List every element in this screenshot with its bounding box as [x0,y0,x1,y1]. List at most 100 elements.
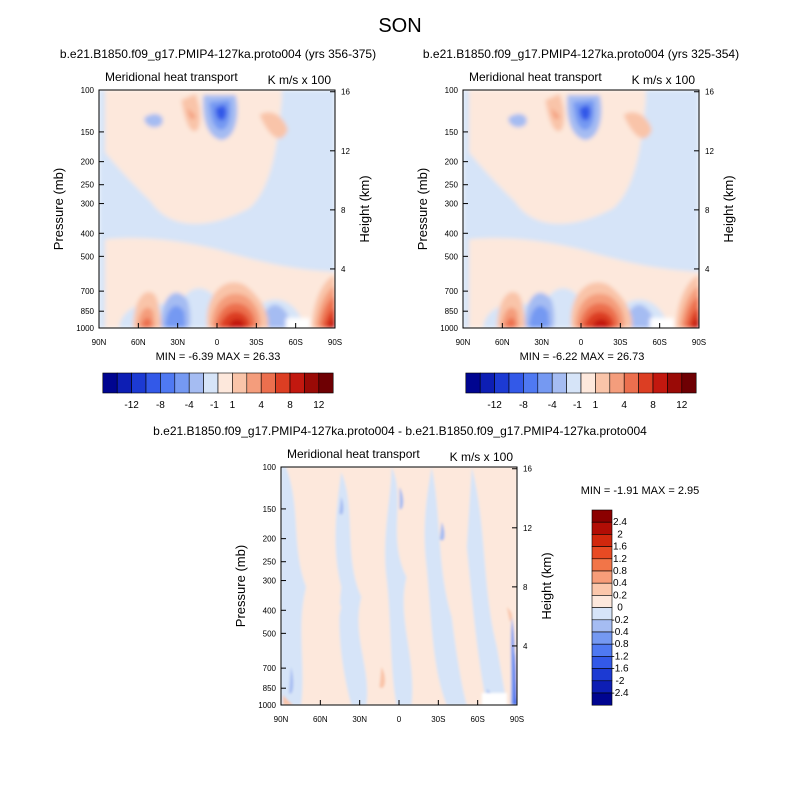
colorbar-swatch [203,372,219,394]
lat-tick-label: 30N [170,338,185,347]
colorbar-swatch [217,372,233,394]
colorbar-swatch [652,372,668,394]
panel-title: b.e21.B1850.f09_g17.PMIP4-127ka.proto004… [153,424,647,438]
colorbar-swatch [591,607,613,621]
colorbar-label: -1.2 [611,651,629,662]
y-axis-title-right: Height (km) [539,552,554,619]
lat-tick-label: 90N [92,338,107,347]
pressure-tick-label: 500 [445,252,459,261]
contour-field [463,90,699,328]
pressure-tick-label: 100 [263,463,277,472]
colorbar-swatch [623,372,639,394]
colorbar-swatch [609,372,625,394]
colorbar-label: -8 [519,400,528,411]
colorbar: -12 -8 -4 -1 1 4 8 12 [102,372,334,411]
colorbar-swatch [289,372,305,394]
colorbar-label: -0.8 [611,639,629,650]
colorbar-label: 8 [287,400,293,411]
colorbar-swatch [551,372,567,394]
lat-tick-label: 90S [510,715,524,724]
colorbar-swatch [145,372,161,394]
colorbar-swatch [465,372,481,394]
height-tick-label: 12 [523,524,532,533]
pressure-tick-label: 1000 [258,701,276,710]
panel-3: b.e21.B1850.f09_g17.PMIP4-127ka.proto004… [153,424,699,724]
colorbar-swatch [591,631,613,645]
contour-field [281,467,517,705]
colorbar-swatch [591,692,613,706]
colorbar-swatch [591,582,613,596]
panel-units-label: K m/s x 100 [450,450,514,464]
colorbar-swatch [232,372,248,394]
colorbar-swatch [116,372,132,394]
colorbar-swatch [591,656,613,669]
colorbar-swatch [591,558,613,572]
colorbar-swatch [246,372,262,394]
colorbar-label: -12 [487,400,502,411]
pressure-tick-label: 250 [81,181,95,190]
colorbar-swatch [131,372,147,394]
colorbar-swatch [591,534,613,547]
colorbar-swatch [591,668,613,682]
lat-tick-label: 60S [289,338,303,347]
pressure-tick-label: 500 [81,252,95,261]
min-max-text: MIN = -6.39 MAX = 26.33 [156,351,281,363]
colorbar-swatch [102,372,118,394]
colorbar-swatch [638,372,654,394]
pressure-tick-label: 100 [445,86,459,95]
pressure-tick-label: 400 [445,229,459,238]
colorbar-label: 2 [617,529,623,540]
min-max-text: MIN = -1.91 MAX = 2.95 [581,485,700,497]
colorbar-swatch [508,372,524,394]
colorbar-swatch [591,595,613,608]
panel-left-label: Meridional heat transport [469,70,602,84]
colorbar-label: -8 [156,400,165,411]
colorbar: -12 -8 -4 -1 1 4 8 12 [465,372,697,411]
colorbar-swatch [523,372,539,394]
colorbar-swatch [591,546,613,560]
pressure-tick-label: 200 [263,535,277,544]
colorbar-label: 2.4 [613,517,627,528]
lat-tick-label: 60S [653,338,667,347]
lat-tick-label: 60N [131,338,146,347]
pressure-tick-label: 700 [263,664,277,673]
lat-tick-label: 30S [249,338,263,347]
colorbar-label: -0.4 [611,627,629,638]
y-axis-title-right: Height (km) [721,175,736,242]
colorbar-label: -0.2 [611,615,629,626]
colorbar-label: -2.4 [611,688,629,699]
colorbar-label: 1.6 [613,542,627,553]
colorbar-swatch [479,372,495,394]
pressure-tick-label: 250 [445,181,459,190]
lat-tick-label: 0 [579,338,584,347]
colorbar-swatch [591,619,613,633]
pressure-tick-label: 300 [81,200,95,209]
panel-units-label: K m/s x 100 [268,73,332,87]
colorbar-label: 12 [313,400,325,411]
colorbar-swatch [591,570,613,584]
colorbar-swatch [174,372,190,394]
lat-tick-label: 30N [534,338,549,347]
y-axis-title-left: Pressure (mb) [415,168,430,250]
height-tick-label: 16 [523,465,532,474]
y-axis-title-left: Pressure (mb) [51,168,66,250]
height-tick-label: 12 [705,147,714,156]
colorbar-swatch [595,372,611,394]
contour-field [99,90,335,328]
colorbar-label: 12 [676,400,688,411]
colorbar-label: -12 [124,400,139,411]
colorbar-swatch [591,521,613,535]
figure-title: SON [378,15,421,37]
min-max-text: MIN = -6.22 MAX = 26.73 [520,351,645,363]
colorbar-label: 1 [230,400,236,411]
colorbar-label: 0 [617,603,623,614]
pressure-tick-label: 150 [81,128,95,137]
colorbar-swatch [318,372,334,394]
panel-left-label: Meridional heat transport [287,447,420,461]
pressure-tick-label: 850 [263,684,277,693]
colorbar-label: -2 [616,676,625,687]
height-tick-label: 4 [523,642,528,651]
colorbar-swatch [260,372,276,394]
pressure-tick-label: 400 [263,606,277,615]
pressure-tick-label: 100 [81,86,95,95]
